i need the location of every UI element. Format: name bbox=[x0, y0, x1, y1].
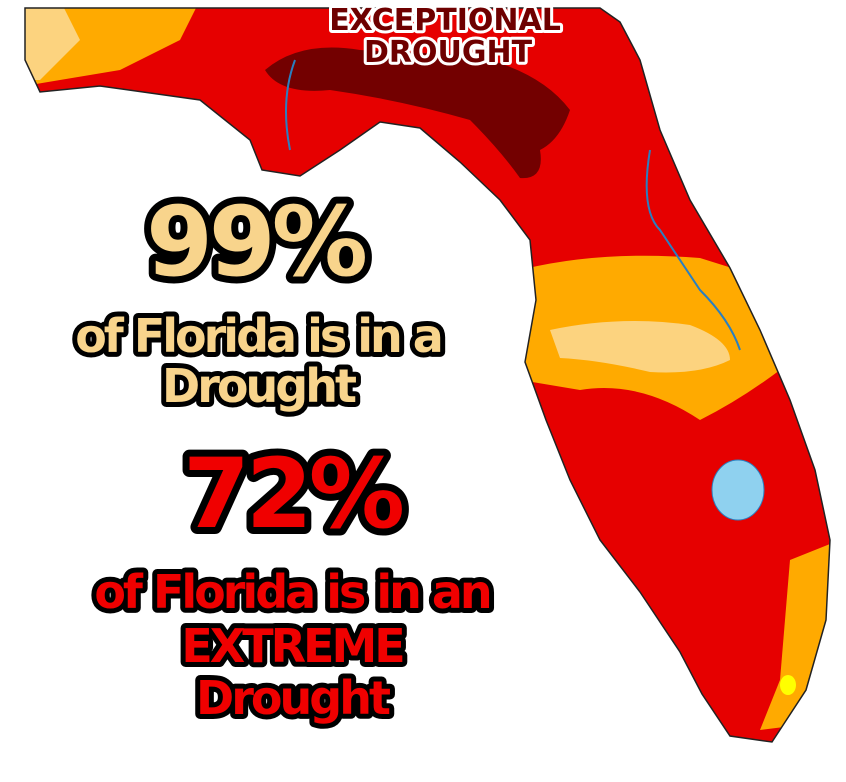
moderate-area bbox=[25, 8, 80, 80]
stat-caption: Drought bbox=[196, 671, 390, 725]
river bbox=[285, 59, 296, 151]
river bbox=[645, 149, 741, 351]
stat-caption: of Florida is in an bbox=[94, 565, 490, 619]
stat-value: 72% bbox=[183, 438, 403, 550]
stat-caption: EXTREME bbox=[181, 619, 403, 673]
stat-value: 99% bbox=[146, 186, 366, 298]
exceptional-area bbox=[265, 47, 570, 179]
moderate-area bbox=[550, 321, 730, 373]
map-label: DROUGHT bbox=[364, 35, 533, 70]
stat-caption: of Florida is in a bbox=[75, 309, 441, 363]
lake-okeechobee bbox=[711, 459, 765, 521]
stat-caption: Drought bbox=[162, 359, 356, 413]
map-label: EXCEPTIONAL bbox=[329, 3, 561, 38]
state-outline bbox=[24, 7, 831, 743]
abnormal-area bbox=[780, 675, 796, 695]
